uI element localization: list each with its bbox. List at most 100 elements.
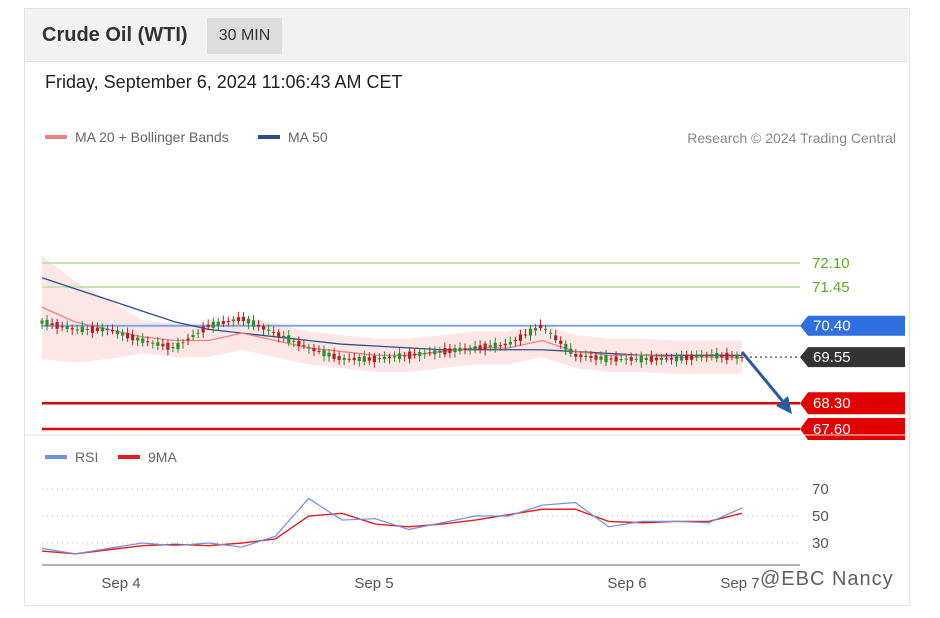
candle-body [65,326,69,330]
candle-body [352,357,356,361]
candle-body [327,352,331,357]
candlesticks [40,311,744,368]
candle-body [508,342,512,345]
chart-frame [24,8,910,606]
candle-body [267,329,271,331]
candle-body [342,357,346,360]
level-69-55: 69.55 [745,347,905,368]
level-label: 69.55 [813,349,851,366]
candle-body [543,328,548,330]
candle-body [528,328,533,336]
candle-body [377,358,382,360]
candle-body [725,352,729,360]
candle-body [131,334,135,341]
candle-body [85,328,89,330]
candle-body [40,320,44,324]
legend-ma50-label: MA 50 [288,129,328,145]
rsi-ma-swatch [118,455,140,459]
candle-body [95,327,99,332]
candle-body [206,324,210,328]
ma20-line [41,306,742,358]
candle-body [428,352,432,354]
level-71-45: 71.45 [42,279,850,296]
candle-body [740,356,744,358]
candle-body [292,340,296,342]
level-tag [800,347,905,368]
candle-body [523,334,528,336]
candle-body [241,316,246,322]
candle-body [151,342,155,344]
candle-body [256,324,261,327]
candle-body [126,333,130,339]
candle-body [282,335,286,338]
level-tag [800,315,905,336]
candle-body [654,357,658,361]
interval-badge[interactable]: 30 MIN [207,18,282,54]
candle-body [604,355,608,363]
candle-body [599,356,603,360]
candle-body [538,324,543,329]
candle-body [690,354,694,360]
x-tick-label: Sep 5 [354,575,393,592]
candle-body [715,352,719,359]
candle-body [463,348,467,350]
candle-body [337,356,341,360]
rsi-swatch [45,455,67,459]
candle-body [141,338,145,343]
candle-body [105,328,110,331]
candle-body [397,353,402,360]
level-label: 71.45 [812,279,850,296]
rsi-tick-label: 50 [812,508,829,525]
rsi-gridline-30: 30 [42,535,829,552]
rsi-gridline-50: 50 [42,508,829,525]
rsi-gridline-70: 70 [42,481,829,498]
candle-body [231,319,235,322]
candle-body [90,325,94,333]
candle-body [614,356,618,362]
candle-body [594,355,598,360]
candle-body [549,332,553,334]
level-67-60: 67.60 [42,418,905,441]
candle-body [166,342,170,350]
forecast-arrow-head [776,396,792,414]
candle-body [609,358,613,360]
candle-body [216,321,220,326]
rsi-line [41,497,743,555]
candle-body [120,332,125,336]
level-70-40: 70.40 [42,315,905,336]
candle-body [367,357,371,361]
candle-body [413,353,417,356]
candle-body [564,343,568,350]
candle-body [679,356,684,361]
level-label: 70.40 [813,318,851,335]
candle-body [664,358,669,360]
candle-body [176,343,180,350]
legend-rsi-ma-label: 9MA [148,449,177,465]
candle-body [302,345,306,347]
x-tick-label: Sep 6 [607,575,646,592]
timestamp: Friday, September 6, 2024 11:06:43 AM CE… [45,72,403,92]
candle-body [493,342,497,349]
candle-body [80,326,84,333]
candle-body [423,353,427,355]
candle-body [518,334,523,341]
candle-body [488,345,492,348]
credit-text: Research © 2024 Trading Central [687,130,896,146]
candle-body [574,353,578,357]
candle-body [579,354,583,358]
ma20-swatch [45,135,67,139]
candle-body [55,322,59,329]
candle-body [156,342,160,346]
level-label: 72.10 [812,255,850,272]
candle-body [287,335,291,343]
candle-body [700,355,704,357]
candle-body [498,345,502,347]
candle-body [221,321,225,324]
candle-body [110,330,115,332]
candle-body [735,354,739,359]
rsi-tick-label: 30 [812,535,829,552]
candle-body [45,320,49,327]
candle-body [639,355,643,363]
candle-body [211,321,215,328]
